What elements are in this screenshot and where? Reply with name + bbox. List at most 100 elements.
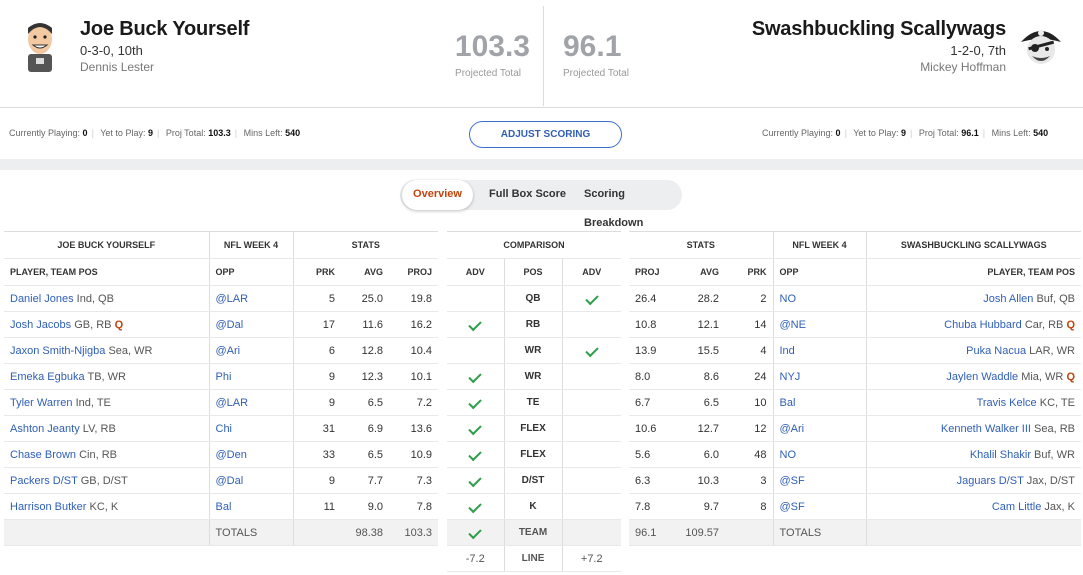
player-team-pos: GB, RB xyxy=(74,318,112,331)
opp-cell: NO xyxy=(772,285,866,312)
player-name-link[interactable]: Chase Brown xyxy=(10,448,77,461)
away-totals-row: 96.1 109.57 TOTALS xyxy=(629,519,1081,546)
avg-cell: 6.0 xyxy=(677,441,725,468)
opponent-link[interactable]: @Ari xyxy=(215,344,241,357)
table-row: 26.4 28.2 2 NO Josh Allen Buf, QB xyxy=(629,285,1081,312)
home-team-record: 0-3-0, 10th xyxy=(80,43,143,58)
yet-to-play-value: 9 xyxy=(900,128,906,138)
proj-cell: 6.7 xyxy=(629,389,677,416)
adjust-scoring-button[interactable]: ADJUST SCORING xyxy=(469,121,622,148)
player-name-link[interactable]: Chuba Hubbard xyxy=(944,318,1022,331)
proj-cell: 10.8 xyxy=(629,311,677,338)
table-row: Daniel Jones Ind, QB @LAR 5 25.0 19.8 xyxy=(4,285,438,312)
player-name-link[interactable]: Puka Nacua xyxy=(966,344,1027,357)
player-col-header: PLAYER, TEAM POS xyxy=(4,258,209,286)
position-cell: K xyxy=(503,493,562,520)
home-team-owner[interactable]: Dennis Lester xyxy=(80,60,155,74)
proj-cell: 13.6 xyxy=(389,415,438,442)
totals-label: TOTALS xyxy=(208,519,293,546)
opponent-link[interactable]: @NE xyxy=(779,318,806,331)
avg-cell: 6.9 xyxy=(341,415,389,442)
home-projected-total: 103.3 Projected Total xyxy=(430,30,530,79)
player-name-link[interactable]: Cam Little xyxy=(991,500,1042,513)
opponent-link[interactable]: Phi xyxy=(215,370,232,383)
player-name-link[interactable]: Tyler Warren xyxy=(10,396,73,409)
comparison-row: D/ST xyxy=(447,467,621,494)
player-name-link[interactable]: Packers D/ST xyxy=(10,474,78,487)
comparison-row: TEAM xyxy=(447,519,621,546)
player-name-link[interactable]: Khalil Shakir xyxy=(969,448,1031,461)
prk-cell: 6 xyxy=(292,337,341,364)
opponent-link[interactable]: @Dal xyxy=(215,318,244,331)
player-name-link[interactable]: Harrison Butker xyxy=(10,500,87,513)
week-header: NFL WEEK 4 xyxy=(208,231,293,259)
proj-cell: 7.8 xyxy=(629,493,677,520)
player-name-link[interactable]: Jaguars D/ST xyxy=(956,474,1024,487)
player-name-link[interactable]: Josh Allen xyxy=(983,292,1034,305)
position-cell: WR xyxy=(503,337,562,364)
opp-cell: @Den xyxy=(208,441,293,468)
player-name-link[interactable]: Ashton Jeanty xyxy=(10,422,80,435)
opponent-link[interactable]: Bal xyxy=(215,500,232,513)
player-name-link[interactable]: Josh Jacobs xyxy=(10,318,72,331)
advantage-check-icon xyxy=(468,421,482,435)
opponent-link[interactable]: NO xyxy=(779,292,797,305)
opponent-link[interactable]: Chi xyxy=(215,422,233,435)
section-divider xyxy=(0,159,1083,170)
opp-cell: Bal xyxy=(772,389,866,416)
player-name-link[interactable]: Kenneth Walker III xyxy=(940,422,1031,435)
tab-overview[interactable]: Overview xyxy=(402,180,473,210)
avg-col-header: AVG xyxy=(341,258,389,286)
player-cell: Travis Kelce KC, TE xyxy=(865,389,1081,416)
avg-cell: 12.1 xyxy=(677,311,725,338)
away-team-owner[interactable]: Mickey Hoffman xyxy=(920,60,1006,74)
team-logo-pirate-icon[interactable] xyxy=(1018,22,1064,68)
line-row: -7.2 LINE +7.2 xyxy=(447,545,621,572)
player-cell: Josh Allen Buf, QB xyxy=(865,285,1081,312)
adv-right-cell xyxy=(561,493,621,520)
opponent-link[interactable]: @LAR xyxy=(215,292,249,305)
opponent-link[interactable]: NYJ xyxy=(779,370,801,383)
table-row: Packers D/ST GB, D/ST @Dal 9 7.7 7.3 xyxy=(4,467,438,494)
tab-scoring-breakdown[interactable]: Scoring Breakdown xyxy=(584,188,644,229)
opponent-link[interactable]: NO xyxy=(779,448,797,461)
opponent-link[interactable]: @SF xyxy=(779,500,805,513)
player-name-link[interactable]: Daniel Jones xyxy=(10,292,74,305)
position-cell: FLEX xyxy=(503,415,562,442)
opp-col-header: OPP xyxy=(772,258,866,286)
player-team-pos: Car, RB xyxy=(1024,318,1064,331)
opponent-link[interactable]: Ind xyxy=(779,344,795,357)
mins-left-label: Mins Left: xyxy=(243,128,283,138)
player-name-link[interactable]: Jaxon Smith-Njigba xyxy=(10,344,106,357)
player-name-link[interactable]: Jaylen Waddle xyxy=(946,370,1019,383)
player-cell: Chase Brown Cin, RB xyxy=(4,441,209,468)
proj-cell: 7.2 xyxy=(389,389,438,416)
advantage-check-icon xyxy=(468,499,482,513)
position-cell: WR xyxy=(503,363,562,390)
opp-cell: Ind xyxy=(772,337,866,364)
player-name-link[interactable]: Travis Kelce xyxy=(976,396,1037,409)
tab-full-box-score[interactable]: Full Box Score xyxy=(489,188,567,200)
opponent-link[interactable]: @Den xyxy=(215,448,247,461)
comparison-row: WR xyxy=(447,363,621,390)
position-cell: FLEX xyxy=(503,441,562,468)
away-team-name[interactable]: Swashbuckling Scallywags xyxy=(751,18,1006,40)
avg-cell: 9.0 xyxy=(341,493,389,520)
home-team-name[interactable]: Joe Buck Yourself xyxy=(80,18,250,40)
away-team-info: Swashbuckling Scallywags 1-2-0, 7th Mick… xyxy=(752,18,1006,74)
opponent-link[interactable]: @Ari xyxy=(779,422,805,435)
player-team-pos: Buf, QB xyxy=(1036,292,1075,305)
adv-left-cell xyxy=(447,519,504,546)
table-row: Chase Brown Cin, RB @Den 33 6.5 10.9 xyxy=(4,441,438,468)
totals-avg: 109.57 xyxy=(677,519,725,546)
player-name-link[interactable]: Emeka Egbuka xyxy=(10,370,85,383)
player-team-pos: Jax, K xyxy=(1044,500,1075,513)
opponent-link[interactable]: @SF xyxy=(779,474,805,487)
pos-header: POS xyxy=(503,258,562,286)
opponent-link[interactable]: @Dal xyxy=(215,474,244,487)
opponent-link[interactable]: @LAR xyxy=(215,396,249,409)
opponent-link[interactable]: Bal xyxy=(779,396,796,409)
player-cell: Chuba Hubbard Car, RB Q xyxy=(865,311,1081,338)
totals-label: TOTALS xyxy=(772,519,866,546)
team-logo-cartoon-man-icon[interactable] xyxy=(22,20,58,72)
